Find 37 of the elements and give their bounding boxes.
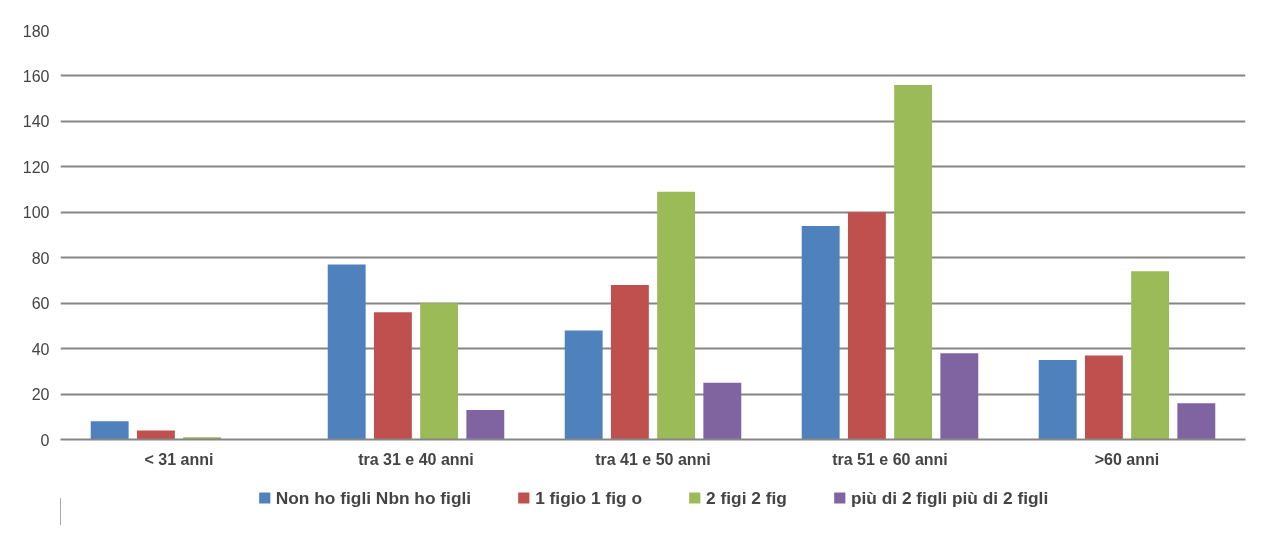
y-tick-label: 160 <box>22 67 50 85</box>
x-tick-label: >60 anni <box>1094 450 1160 468</box>
y-tick-label: 20 <box>31 386 50 404</box>
bar <box>1177 403 1216 440</box>
y-tick-label: 180 <box>22 22 50 40</box>
legend-label: più di 2 figli più di 2 figli <box>850 487 1049 508</box>
bar <box>373 312 412 440</box>
y-tick-label: 60 <box>31 295 50 313</box>
y-tick-label: 0 <box>40 431 50 449</box>
y-tick-label: 80 <box>31 249 50 267</box>
bar <box>564 330 603 440</box>
bar <box>657 191 696 440</box>
legend-label: 2 figi 2 fig <box>706 487 787 508</box>
bar <box>90 421 129 440</box>
bar <box>1038 359 1077 440</box>
bar <box>1084 355 1123 440</box>
bar <box>894 85 933 440</box>
x-tick-label: < 31 anni <box>144 450 214 468</box>
bar <box>420 303 459 440</box>
y-tick-label: 40 <box>31 340 50 358</box>
x-tick-label: tra 41 e 50 anni <box>595 450 711 468</box>
bar <box>327 264 366 440</box>
bar <box>801 225 840 440</box>
y-tick-label: 140 <box>22 113 50 131</box>
bar <box>466 409 505 440</box>
legend-label: Non ho figli Nbn ho figli <box>275 487 472 508</box>
bar <box>847 212 886 440</box>
bar <box>940 353 979 440</box>
x-tick-label: tra 31 e 40 anni <box>358 450 474 468</box>
bar <box>610 284 649 440</box>
bar <box>703 382 742 440</box>
bar <box>1131 271 1170 440</box>
bar <box>136 430 175 440</box>
y-tick-label: 100 <box>22 204 50 222</box>
legend-label: 1 figio 1 fig o <box>535 487 643 508</box>
y-tick-label: 120 <box>22 158 50 176</box>
x-tick-label: tra 51 e 60 anni <box>832 450 948 468</box>
